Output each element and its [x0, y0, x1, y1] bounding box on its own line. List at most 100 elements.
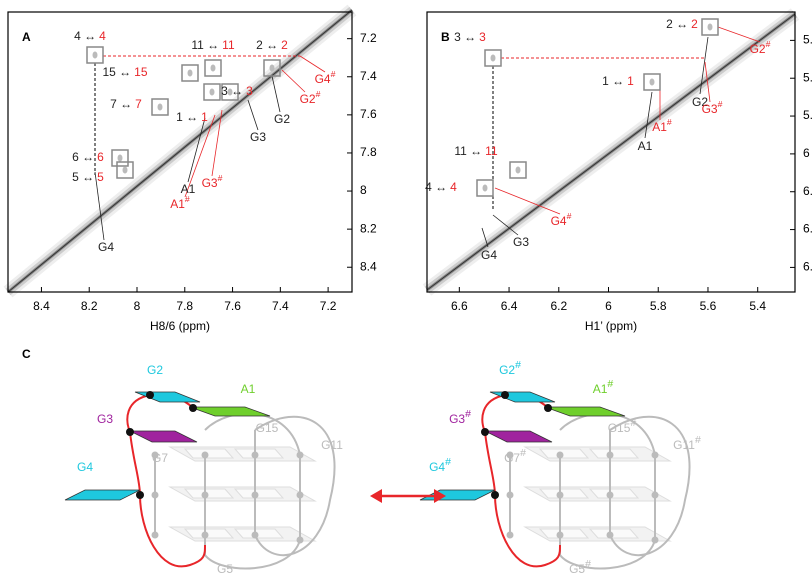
- node: [557, 532, 564, 539]
- label-base: G3: [513, 235, 529, 249]
- crosspeak: [270, 65, 275, 72]
- crosspeak-label: 7 ↔7: [110, 97, 142, 111]
- label-base: A1: [652, 120, 667, 134]
- x-tick-label: 7.2: [320, 299, 337, 313]
- crosspeak-left: 1 ↔: [176, 110, 198, 124]
- crosspeak-right: 11: [222, 38, 235, 52]
- crosspeak-right: 11: [485, 144, 498, 158]
- crosspeak-left: 3 ↔: [221, 84, 243, 98]
- x-tick-label: 5.8: [650, 299, 667, 313]
- label-base: G3: [250, 130, 266, 144]
- label-base: A1: [241, 382, 256, 396]
- label-sup: #: [185, 194, 190, 204]
- label: G2#: [300, 89, 321, 106]
- crosspeak: [123, 167, 128, 174]
- label-base: G2: [274, 112, 290, 126]
- node: [607, 532, 614, 539]
- base-plate: [185, 449, 233, 458]
- junction: [126, 428, 134, 436]
- crosspeak-label: 4 ↔4: [74, 29, 106, 43]
- plate-g3: [130, 431, 197, 442]
- base-plate: [235, 489, 283, 498]
- label-sup: #: [218, 173, 223, 183]
- crosspeak-right: 6: [97, 150, 104, 164]
- x-tick-label: 6.6: [451, 299, 468, 313]
- label: G15#: [608, 417, 637, 435]
- x-tick-label: 5.4: [749, 299, 766, 313]
- x-tick-label: 7.8: [176, 299, 193, 313]
- label-base: G15: [608, 421, 631, 435]
- junction: [544, 404, 552, 412]
- label-sup: #: [585, 558, 591, 570]
- panel-label: B: [441, 30, 450, 44]
- label: A1#: [170, 194, 190, 211]
- label-sup: #: [630, 417, 636, 429]
- crosspeak: [211, 65, 216, 72]
- y-tick-label: 7.2: [360, 31, 377, 45]
- crosspeak-right: 3: [246, 84, 253, 98]
- label: G2#: [750, 39, 771, 56]
- crosspeak-right: 4: [99, 29, 106, 43]
- label-sup: #: [515, 359, 521, 371]
- label: G5: [217, 562, 233, 576]
- label-sup: #: [331, 69, 336, 79]
- node: [152, 492, 159, 499]
- panel-label: A: [22, 30, 31, 44]
- label-base: G3: [702, 102, 718, 116]
- base-plate: [235, 529, 283, 538]
- label: G4: [481, 248, 497, 262]
- y-tick-label: 6.6: [803, 260, 812, 274]
- crosspeak-label: 2 ↔2: [666, 17, 698, 31]
- label-sup: #: [718, 99, 723, 109]
- label: G3: [97, 412, 113, 426]
- node: [607, 452, 614, 459]
- leader-line: [282, 70, 305, 92]
- crosspeak-label: 6 ↔6: [72, 150, 104, 164]
- label: G5#: [569, 558, 591, 576]
- crosspeak-label: 11 ↔11: [191, 38, 235, 52]
- label-base: G11: [673, 438, 695, 452]
- label: A1: [638, 139, 653, 153]
- label-base: A1: [170, 197, 185, 211]
- label-base: G4: [551, 214, 567, 228]
- label-sup: #: [567, 211, 572, 221]
- crosspeak-left: 11 ↔: [191, 38, 219, 52]
- crosspeak-left: 2 ↔: [256, 38, 278, 52]
- label: G2#: [499, 359, 521, 377]
- node: [652, 492, 659, 499]
- node: [202, 452, 209, 459]
- y-tick-label: 6.4: [803, 222, 812, 236]
- crosspeak-right: 1: [201, 110, 208, 124]
- crosspeak: [210, 89, 215, 96]
- junction: [189, 404, 197, 412]
- node: [252, 532, 259, 539]
- node: [507, 492, 514, 499]
- crosspeak-right: 15: [134, 65, 148, 79]
- label-base: G7: [504, 451, 520, 465]
- y-tick-label: 8.2: [360, 221, 377, 235]
- label: G3: [513, 235, 529, 249]
- x-tick-label: 8.2: [81, 299, 98, 313]
- crosspeak: [93, 52, 98, 59]
- node: [252, 492, 259, 499]
- label: G11#: [673, 434, 701, 452]
- crosspeak-right: 5: [97, 170, 104, 184]
- x-tick-label: 6.2: [550, 299, 567, 313]
- plate-g3: [485, 431, 552, 442]
- y-tick-label: 8: [360, 183, 367, 197]
- label-base: G4: [77, 460, 93, 474]
- base-plate: [185, 529, 233, 538]
- plate-g4: [65, 490, 140, 500]
- x-axis-title: H8/6 (ppm): [150, 319, 210, 333]
- leader-line: [272, 76, 280, 112]
- node: [652, 537, 659, 544]
- crosspeak: [491, 55, 496, 62]
- label-base: G2: [499, 363, 515, 377]
- crosspeak-label: 3 ↔3: [454, 30, 486, 44]
- node: [557, 452, 564, 459]
- node: [297, 492, 304, 499]
- diagonal: [8, 10, 352, 292]
- crosspeak-right: 4: [450, 180, 457, 194]
- crosspeak-left: 3 ↔: [454, 30, 476, 44]
- node: [652, 452, 659, 459]
